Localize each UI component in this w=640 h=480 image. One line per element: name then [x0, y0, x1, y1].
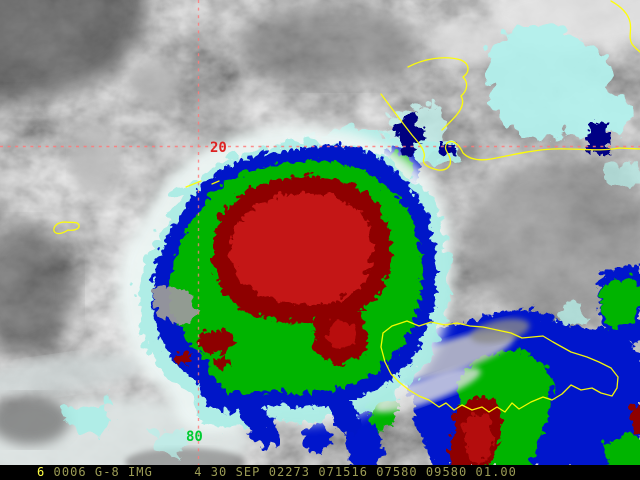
- hurricane-enhanced-ir: [118, 126, 454, 446]
- jamaica-coastline: [380, 320, 619, 413]
- latlon-grid: 20 80: [0, 0, 640, 465]
- satellite-image-viewport[interactable]: 20 80: [0, 0, 640, 465]
- status-bar: 6 0006 G-8 IMG 4 30 SEP 02273 071516 075…: [0, 465, 640, 480]
- coastline-overlay: [53, 0, 640, 413]
- lon-label-80: 80: [186, 429, 203, 445]
- status-text: 0006 G-8 IMG 4 30 SEP 02273 071516 07580…: [45, 465, 517, 479]
- cayman-coastline: [53, 221, 80, 235]
- storm-red-core-inner: [225, 188, 370, 301]
- storm-gray-notch: [147, 282, 195, 321]
- lat-label-20: 20: [210, 140, 227, 156]
- coastline-fragment-1: [185, 180, 202, 188]
- status-frame-number: 6: [37, 465, 46, 479]
- coastline-fragment-2: [211, 180, 220, 185]
- cuba-south-coastline: [380, 93, 640, 171]
- cuba-bay-coastline: [407, 57, 469, 131]
- cuba-north-coastline: [610, 0, 640, 53]
